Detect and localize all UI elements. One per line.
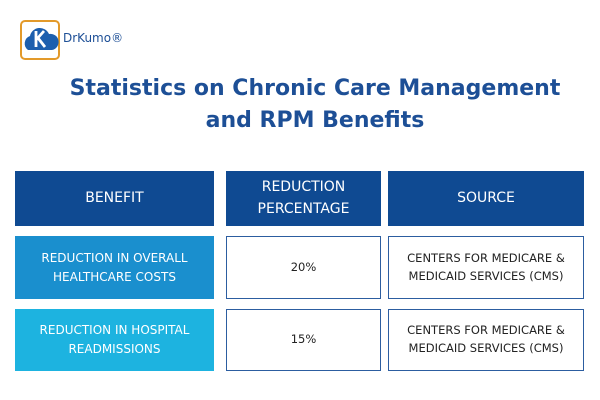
- title-line: and RPM Benefits: [205, 108, 425, 133]
- percentage-cell: 15%: [226, 309, 381, 371]
- column-header: REDUCTION PERCENTAGE: [226, 171, 381, 226]
- column-header: SOURCE: [388, 171, 584, 226]
- benefit-cell: REDUCTION IN HOSPITAL READMISSIONS: [15, 309, 214, 371]
- benefit-cell: REDUCTION IN OVERALL HEALTHCARE COSTS: [15, 236, 214, 299]
- logo-icon: [20, 20, 60, 60]
- column-header: BENEFIT: [15, 171, 214, 226]
- percentage-cell: 20%: [226, 236, 381, 299]
- title-line: Statistics on Chronic Care Management: [69, 76, 561, 101]
- brand: DrKumo®: [63, 31, 124, 45]
- source-cell: CENTERS FOR MEDICARE & MEDICAID SERVICES…: [388, 309, 584, 371]
- source-cell: CENTERS FOR MEDICARE & MEDICAID SERVICES…: [388, 236, 584, 299]
